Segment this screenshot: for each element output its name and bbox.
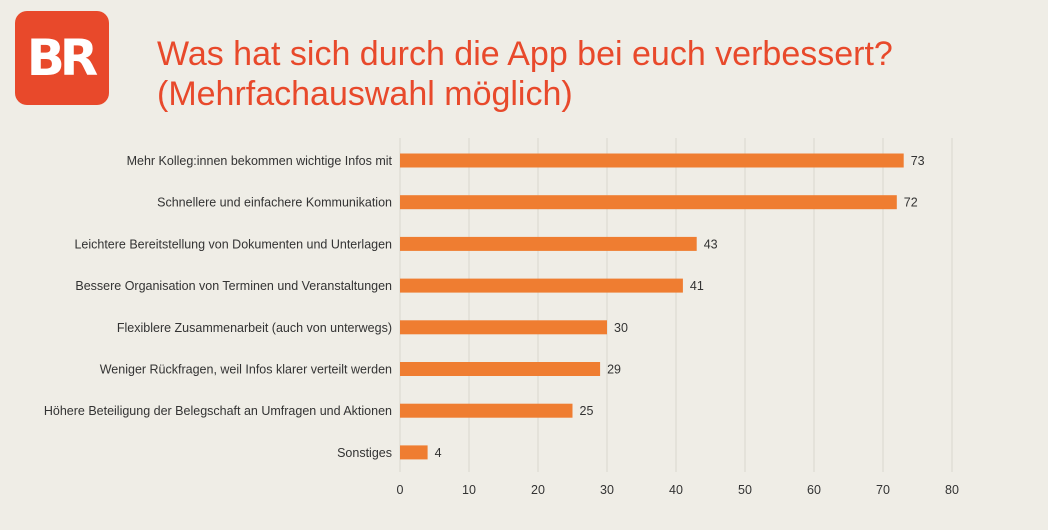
bar <box>400 445 428 460</box>
bar <box>400 236 697 251</box>
bar <box>400 362 601 376</box>
data-label: 72 <box>904 196 918 210</box>
bar <box>400 278 683 293</box>
bar <box>400 320 607 335</box>
category-label: Sonstiges <box>337 446 392 460</box>
chart-title-line-2: (Mehrfachauswahl möglich) <box>157 75 573 113</box>
x-tick-label: 70 <box>876 483 890 497</box>
br-logo: BR <box>15 11 109 105</box>
x-tick-label: 20 <box>531 483 545 497</box>
data-label: 29 <box>607 363 621 377</box>
category-label: Leichtere Bereitstellung von Dokumenten … <box>74 237 392 251</box>
chart-title-line-1: Was hat sich durch die App bei euch verb… <box>157 35 893 73</box>
bar <box>400 195 897 210</box>
category-label: Bessere Organisation von Terminen und Ve… <box>75 279 392 293</box>
br-logo-text: BR <box>26 29 99 87</box>
chart-title: Was hat sich durch die App bei euch verb… <box>157 34 1017 114</box>
x-tick-label: 30 <box>600 483 614 497</box>
data-label: 73 <box>911 154 925 168</box>
data-label: 25 <box>580 404 594 418</box>
category-label: Weniger Rückfragen, weil Infos klarer ve… <box>100 363 392 377</box>
data-label: 43 <box>704 237 718 251</box>
category-label: Schnellere und einfachere Kommunikation <box>157 196 392 210</box>
data-label: 41 <box>690 279 704 293</box>
x-tick-label: 80 <box>945 483 959 497</box>
category-label: Höhere Beteiligung der Belegschaft an Um… <box>44 404 392 418</box>
data-label: 30 <box>614 321 628 335</box>
bar <box>400 153 904 168</box>
category-label: Mehr Kolleg:innen bekommen wichtige Info… <box>127 154 393 168</box>
category-label: Flexiblere Zusammenarbeit (auch von unte… <box>117 321 392 335</box>
bar <box>400 403 573 418</box>
x-tick-label: 0 <box>397 483 404 497</box>
data-label: 4 <box>435 446 442 460</box>
x-tick-label: 50 <box>738 483 752 497</box>
x-tick-label: 10 <box>462 483 476 497</box>
x-tick-label: 60 <box>807 483 821 497</box>
x-tick-label: 40 <box>669 483 683 497</box>
